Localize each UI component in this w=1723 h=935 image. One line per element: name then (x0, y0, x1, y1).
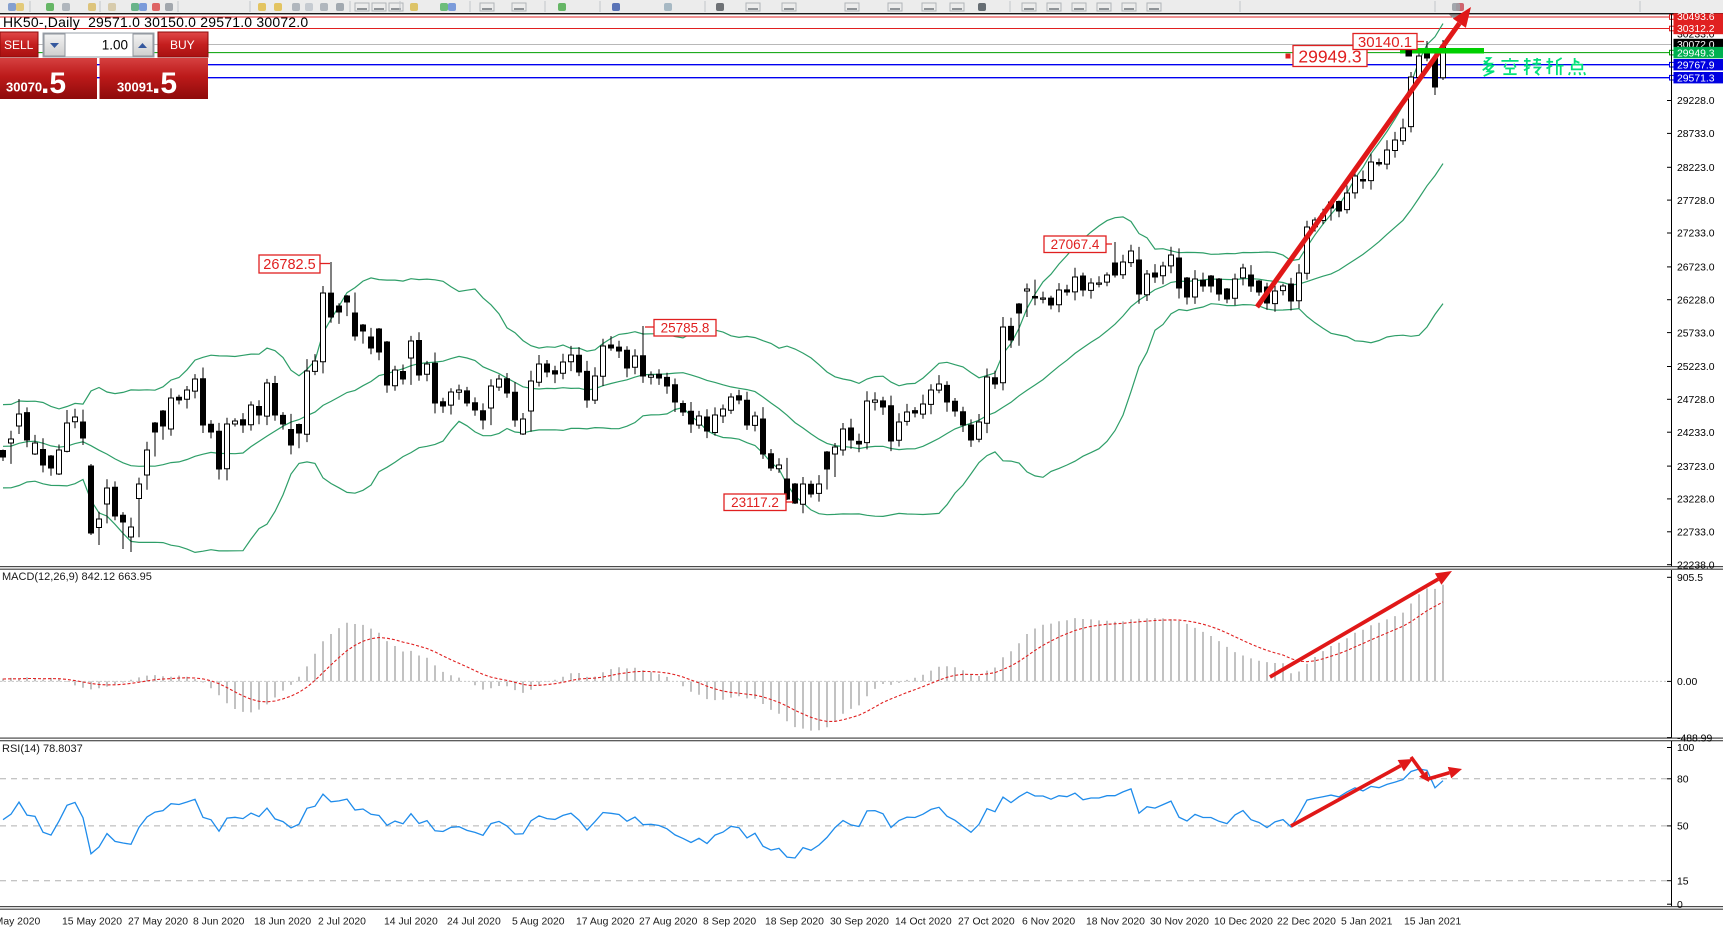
svg-text:30233.0: 30233.0 (1677, 30, 1715, 41)
svg-text:22238.0: 22238.0 (1677, 560, 1715, 571)
svg-text:30493.6: 30493.6 (1677, 12, 1715, 23)
svg-text:RSI(14) 78.8037: RSI(14) 78.8037 (2, 743, 83, 755)
svg-text:30140.1: 30140.1 (1358, 34, 1412, 51)
svg-text:7 May 2020: 7 May 2020 (0, 917, 41, 928)
svg-text:14 Oct 2020: 14 Oct 2020 (895, 917, 952, 928)
svg-text:905.5: 905.5 (1677, 573, 1703, 584)
svg-text:29949.3: 29949.3 (1298, 46, 1361, 66)
svg-text:18 Jun 2020: 18 Jun 2020 (254, 917, 311, 928)
svg-text:30 Sep 2020: 30 Sep 2020 (830, 917, 889, 928)
svg-text:HK50-,Daily 29571.0 30150.0 2: HK50-,Daily 29571.0 30150.0 29571.0 3007… (3, 14, 308, 30)
svg-text:24 Jul 2020: 24 Jul 2020 (447, 917, 501, 928)
svg-text:25733.0: 25733.0 (1677, 328, 1715, 339)
svg-text:27728.0: 27728.0 (1677, 196, 1715, 207)
svg-text:24728.0: 24728.0 (1677, 395, 1715, 406)
svg-text:23117.2: 23117.2 (731, 495, 779, 510)
svg-text:29228.0: 29228.0 (1677, 96, 1715, 107)
svg-text:28733.0: 28733.0 (1677, 129, 1715, 140)
svg-text:15 Jan 2021: 15 Jan 2021 (1404, 917, 1461, 928)
svg-text:24233.0: 24233.0 (1677, 428, 1715, 439)
svg-text:23723.0: 23723.0 (1677, 462, 1715, 473)
svg-text:18 Sep 2020: 18 Sep 2020 (765, 917, 824, 928)
svg-text:29949.3: 29949.3 (1677, 48, 1715, 59)
svg-text:15: 15 (1677, 876, 1689, 887)
svg-text:26228.0: 26228.0 (1677, 295, 1715, 306)
svg-text:17 Aug 2020: 17 Aug 2020 (576, 917, 635, 928)
svg-text:22733.0: 22733.0 (1677, 528, 1715, 539)
svg-text:SELL: SELL (4, 38, 34, 52)
svg-text:30070: 30070 (6, 80, 42, 95)
svg-text:27 May 2020: 27 May 2020 (128, 917, 188, 928)
svg-text:2 Jul 2020: 2 Jul 2020 (318, 917, 366, 928)
svg-text:27067.4: 27067.4 (1051, 237, 1100, 252)
svg-text:-488.99: -488.99 (1677, 733, 1712, 744)
svg-text:25223.0: 25223.0 (1677, 362, 1715, 373)
svg-text:22 Dec 2020: 22 Dec 2020 (1277, 917, 1336, 928)
svg-text:6 Nov 2020: 6 Nov 2020 (1022, 917, 1075, 928)
svg-text:0: 0 (1677, 900, 1683, 911)
svg-text:27233.0: 27233.0 (1677, 229, 1715, 240)
svg-text:18 Nov 2020: 18 Nov 2020 (1086, 917, 1145, 928)
svg-text:14 Jul 2020: 14 Jul 2020 (384, 917, 438, 928)
svg-text:.5: .5 (41, 67, 66, 100)
svg-text:27 Aug 2020: 27 Aug 2020 (639, 917, 698, 928)
svg-text:25785.8: 25785.8 (661, 321, 710, 336)
svg-text:5 Aug 2020: 5 Aug 2020 (512, 917, 565, 928)
svg-text:30 Nov 2020: 30 Nov 2020 (1150, 917, 1209, 928)
svg-text:80: 80 (1677, 775, 1689, 786)
svg-text:8 Sep 2020: 8 Sep 2020 (703, 917, 756, 928)
svg-text:.5: .5 (152, 67, 177, 100)
svg-text:27 Oct 2020: 27 Oct 2020 (958, 917, 1015, 928)
svg-text:100: 100 (1677, 743, 1695, 754)
svg-text:0.00: 0.00 (1677, 677, 1697, 688)
svg-text:50: 50 (1677, 822, 1689, 833)
svg-text:26782.5: 26782.5 (263, 257, 315, 273)
svg-text:30072.0: 30072.0 (1677, 40, 1715, 51)
svg-text:MACD(12,26,9) 842.12 663.95: MACD(12,26,9) 842.12 663.95 (2, 571, 152, 583)
svg-text:1.00: 1.00 (102, 38, 128, 53)
svg-text:23228.0: 23228.0 (1677, 495, 1715, 506)
svg-text:30312.2: 30312.2 (1677, 24, 1715, 35)
svg-text:5 Jan 2021: 5 Jan 2021 (1341, 917, 1393, 928)
svg-text:10 Dec 2020: 10 Dec 2020 (1214, 917, 1273, 928)
svg-text:26723.0: 26723.0 (1677, 263, 1715, 274)
svg-text:BUY: BUY (170, 38, 195, 52)
svg-text:29767.9: 29767.9 (1677, 60, 1715, 71)
svg-text:30091: 30091 (117, 80, 153, 95)
svg-text:28223.0: 28223.0 (1677, 163, 1715, 174)
svg-text:8 Jun 2020: 8 Jun 2020 (193, 917, 245, 928)
svg-text:15 May 2020: 15 May 2020 (62, 917, 122, 928)
svg-text:29571.3: 29571.3 (1677, 73, 1715, 84)
